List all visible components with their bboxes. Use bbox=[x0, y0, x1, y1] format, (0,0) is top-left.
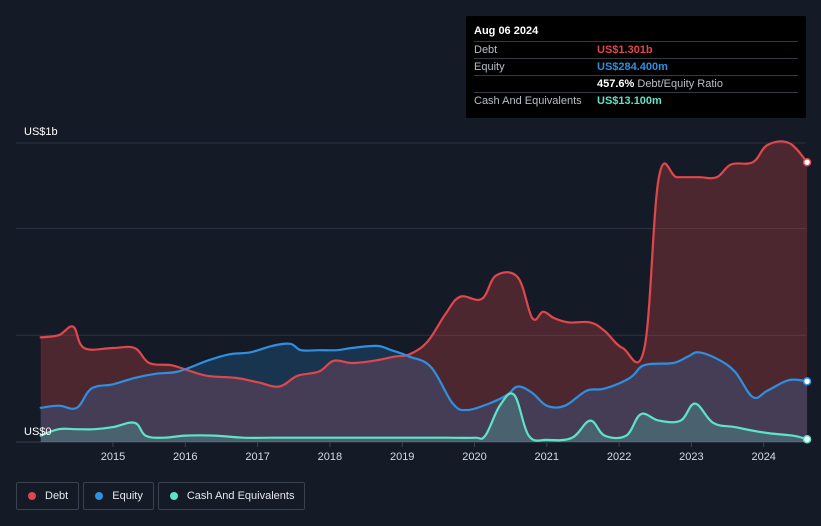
legend-item-debt[interactable]: Debt bbox=[16, 482, 80, 510]
tooltip-panel: Aug 06 2024 Debt US$1.301b Equity US$284… bbox=[466, 16, 806, 118]
tooltip-debt-label: Debt bbox=[474, 44, 498, 56]
x-tick-label-2016: 2016 bbox=[173, 451, 197, 463]
tooltip-equity-value: US$284.400m bbox=[597, 61, 668, 73]
y-axis-bottom-label: US$0 bbox=[24, 426, 52, 438]
tooltip-cash-label: Cash And Equivalents bbox=[474, 95, 582, 107]
area-equity bbox=[40, 343, 808, 442]
legend-dot-cash bbox=[169, 492, 178, 500]
series-line-debt bbox=[39, 140, 809, 388]
area-debt bbox=[40, 141, 808, 443]
end-marker-equity bbox=[802, 377, 812, 386]
legend-item-cash[interactable]: Cash And Equivalents bbox=[157, 482, 306, 510]
legend-label-debt: Debt bbox=[45, 490, 69, 502]
y-axis-top-label: US$1b bbox=[24, 126, 58, 138]
tooltip-row-debt: Debt US$1.301b bbox=[474, 41, 798, 58]
legend-dot-equity bbox=[95, 492, 104, 500]
tooltip-row-equity: Equity US$284.400m bbox=[474, 58, 798, 75]
tooltip-ratio-value: 457.6% bbox=[597, 78, 635, 90]
x-tick-label-2019: 2019 bbox=[390, 451, 414, 463]
area-cash bbox=[40, 393, 808, 442]
legend-label-equity: Equity bbox=[112, 490, 143, 502]
chart-legend: Debt Equity Cash And Equivalents bbox=[16, 482, 306, 510]
tooltip-ratio-label: Debt/Equity Ratio bbox=[637, 78, 723, 90]
legend-dot-debt bbox=[28, 492, 36, 500]
end-marker-debt bbox=[802, 157, 812, 167]
x-tick-label-2015: 2015 bbox=[101, 451, 125, 463]
x-tick-label-2021: 2021 bbox=[535, 451, 559, 463]
x-tick-label-2018: 2018 bbox=[318, 451, 342, 463]
x-tick-label-2017: 2017 bbox=[245, 451, 269, 463]
series-line-cash bbox=[39, 392, 809, 442]
end-marker-cash bbox=[802, 434, 812, 444]
tooltip-cash-value: US$13.100m bbox=[597, 95, 662, 107]
tooltip-ratio: 457.6% Debt/Equity Ratio bbox=[597, 78, 723, 90]
tooltip-date: Aug 06 2024 bbox=[474, 25, 539, 37]
x-tick-label-2024: 2024 bbox=[751, 451, 775, 463]
tooltip-row-cash: Cash And Equivalents US$13.100m bbox=[474, 92, 798, 109]
legend-label-cash: Cash And Equivalents bbox=[186, 490, 295, 502]
tooltip-equity-label: Equity bbox=[474, 61, 505, 73]
legend-item-equity[interactable]: Equity bbox=[83, 482, 154, 510]
x-tick-label-2020: 2020 bbox=[462, 451, 486, 463]
tooltip-debt-value: US$1.301b bbox=[597, 44, 653, 56]
tooltip-row-ratio: 457.6% Debt/Equity Ratio bbox=[474, 75, 798, 92]
x-tick-label-2022: 2022 bbox=[607, 451, 631, 463]
x-tick-label-2023: 2023 bbox=[679, 451, 703, 463]
series-line-equity bbox=[39, 342, 809, 412]
